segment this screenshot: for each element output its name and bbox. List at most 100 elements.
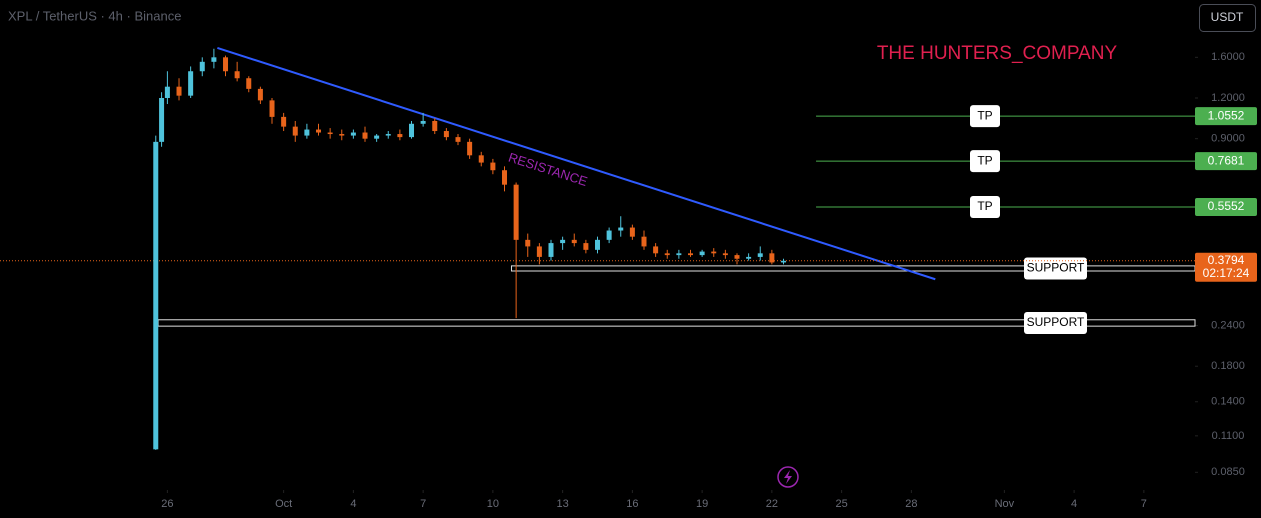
- candle-body: [176, 86, 182, 96]
- candle-body: [722, 253, 728, 256]
- currency-label[interactable]: USDT: [1211, 10, 1244, 24]
- candle-body: [525, 239, 531, 247]
- candle-body: [490, 162, 496, 171]
- candle-body: [687, 253, 693, 256]
- support-label-box: [1024, 257, 1087, 280]
- candle-body: [746, 256, 752, 259]
- x-tick-label: 4: [1071, 498, 1077, 510]
- candle-body: [385, 134, 391, 136]
- candle-body: [304, 129, 310, 136]
- chart-title: XPL / TetherUS · 4h · Binance: [8, 8, 181, 23]
- y-tick-label: 1.2000: [1211, 92, 1245, 104]
- y-tick-label: 0.1800: [1211, 360, 1245, 372]
- y-tick-label: 0.2400: [1211, 319, 1245, 331]
- candle-body: [362, 132, 368, 139]
- resistance-line: [217, 46, 936, 281]
- candle-body: [780, 260, 786, 263]
- support-label-box: [1024, 311, 1087, 334]
- candle-body: [769, 253, 775, 263]
- last-price-box: [1195, 252, 1257, 282]
- y-tick-label: 0.0850: [1211, 466, 1245, 478]
- last-price-label: 0.3794: [1208, 253, 1245, 267]
- candle-body: [374, 135, 380, 139]
- x-tick-label: 4: [350, 498, 356, 510]
- candle-body: [432, 120, 438, 132]
- candle-body: [269, 100, 275, 117]
- lightning-icon[interactable]: [777, 466, 799, 488]
- x-tick-label: 22: [766, 498, 778, 510]
- candle-body: [653, 246, 659, 254]
- candle-body: [409, 123, 415, 138]
- candle-body: [350, 132, 356, 136]
- candle-body: [339, 134, 345, 136]
- candle-body: [757, 253, 763, 257]
- candle-body: [676, 253, 682, 256]
- y-tick-label: 1.6000: [1211, 51, 1245, 63]
- tp-price-label: 1.0552: [1208, 108, 1245, 122]
- candle-body: [711, 251, 717, 254]
- x-tick-label: 13: [557, 498, 569, 510]
- candle-body: [502, 170, 508, 185]
- tp-box: [970, 195, 1000, 218]
- candle-body: [234, 71, 240, 79]
- candle-body: [467, 141, 473, 156]
- candle-body: [478, 155, 484, 163]
- tp-label: TP: [977, 199, 992, 213]
- candle-body: [281, 116, 287, 127]
- x-tick-label: 10: [487, 498, 499, 510]
- candle-body: [292, 126, 298, 136]
- candle-body: [257, 88, 263, 101]
- candle-body: [595, 239, 600, 250]
- candle-body: [327, 132, 333, 135]
- candle-body: [397, 134, 403, 138]
- candle-body: [548, 243, 554, 257]
- support-label: SUPPORT: [1027, 315, 1085, 329]
- tp-price-label: 0.5552: [1208, 199, 1245, 213]
- support-label: SUPPORT: [1027, 261, 1085, 275]
- x-tick-label: Nov: [995, 498, 1015, 510]
- y-tick-label: 0.9000: [1211, 133, 1245, 145]
- tp-label: TP: [977, 108, 992, 122]
- candle-body: [199, 61, 205, 72]
- tp-box: [970, 105, 1000, 128]
- candle-body: [641, 236, 647, 247]
- x-tick-label: 28: [905, 498, 917, 510]
- y-tick-label: 0.1100: [1212, 430, 1245, 442]
- candle-body: [420, 120, 426, 124]
- candle-body: [455, 137, 461, 142]
- candle-body: [153, 141, 159, 450]
- candle-body: [536, 246, 542, 257]
- candle-body: [316, 129, 322, 133]
- candle-body: [443, 131, 449, 138]
- tp-price-box: [1195, 197, 1257, 216]
- candle-body: [513, 184, 519, 240]
- x-tick-label: 7: [1141, 498, 1147, 510]
- x-tick-label: 25: [835, 498, 847, 510]
- x-tick-label: 7: [420, 498, 426, 510]
- support-zone: [510, 265, 1196, 272]
- lightning-glyph: [784, 470, 792, 484]
- candle-body: [618, 227, 624, 231]
- candle-body: [211, 57, 217, 62]
- candle-body: [699, 251, 705, 256]
- x-tick-label: Oct: [275, 498, 292, 510]
- candle-body: [734, 255, 740, 259]
- candle-body: [188, 71, 194, 96]
- candle-body: [560, 239, 566, 244]
- currency-button[interactable]: [1199, 4, 1256, 32]
- candle-body: [629, 227, 635, 237]
- candle-body: [571, 239, 577, 244]
- x-tick-label: 26: [161, 498, 173, 510]
- x-tick-label: 16: [626, 498, 638, 510]
- tp-price-box: [1195, 107, 1257, 126]
- candle-body: [164, 86, 170, 98]
- tp-price-label: 0.7681: [1208, 153, 1245, 167]
- tp-label: TP: [977, 153, 992, 167]
- tp-box: [970, 150, 1000, 173]
- candle-body: [223, 57, 229, 72]
- y-tick-label: 0.1400: [1211, 396, 1245, 408]
- candle-body: [159, 98, 165, 142]
- candle-body: [606, 230, 612, 240]
